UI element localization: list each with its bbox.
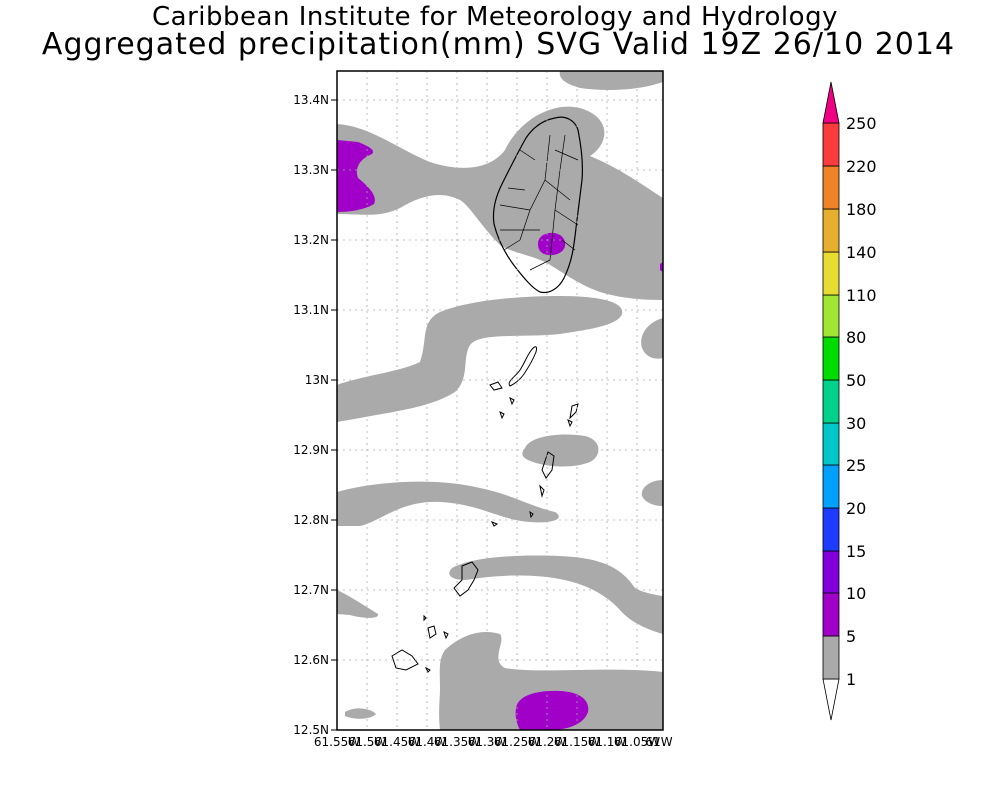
precip-band-upper-right bbox=[560, 188, 652, 215]
colorbar-segment-15-20 bbox=[822, 507, 840, 552]
islands-grenadines bbox=[391, 346, 579, 673]
lat-tick-label: 13.4N bbox=[293, 93, 329, 107]
colorbar-label: 110 bbox=[846, 286, 877, 305]
precip-band-small bbox=[522, 434, 599, 467]
lon-tick-label: 61W bbox=[645, 735, 672, 749]
colorbar-label: 50 bbox=[846, 371, 866, 390]
lon-tick-label: 61.3W bbox=[468, 735, 507, 749]
lat-tick-label: 13N bbox=[305, 373, 329, 387]
colorbar-segment-80-110 bbox=[822, 294, 840, 338]
latitude-axis: 13.4N 13.3N 13.2N 13.1N 13N 12.9N 12.8N … bbox=[293, 93, 337, 737]
lon-tick-label: 61.45W bbox=[374, 735, 420, 749]
lat-tick-label: 12.6N bbox=[293, 653, 329, 667]
chart-title-institute: Caribbean Institute for Meteorology and … bbox=[152, 2, 838, 32]
precipitation-field bbox=[337, 71, 663, 730]
lon-tick-label: 61.4W bbox=[408, 735, 447, 749]
lat-tick-label: 12.5N bbox=[293, 723, 329, 737]
colorbar-label: 80 bbox=[846, 328, 866, 347]
precip-band-tiny bbox=[345, 708, 376, 719]
colorbar-label: 140 bbox=[846, 243, 877, 262]
colorbar-label: 15 bbox=[846, 542, 866, 561]
colorbar-lower-triangle bbox=[822, 678, 840, 721]
colorbar-label: 220 bbox=[846, 157, 877, 176]
island-st-vincent bbox=[492, 116, 583, 294]
map-frame bbox=[336, 70, 664, 731]
colorbar-segment-25-30 bbox=[822, 422, 840, 466]
lat-tick-label: 13.2N bbox=[293, 233, 329, 247]
precip-band-southern-low bbox=[439, 631, 663, 730]
lon-tick-label: 61.5W bbox=[348, 735, 387, 749]
colorbar-label: 1 bbox=[846, 670, 856, 689]
lat-tick-label: 13.1N bbox=[293, 303, 329, 317]
colorbar-segment-1-5 bbox=[822, 635, 840, 680]
precip-band-north-top bbox=[559, 71, 663, 90]
map-panel: 13.4N 13.3N 13.2N 13.1N 13N 12.9N 12.8N … bbox=[293, 70, 673, 749]
lat-tick-label: 12.9N bbox=[293, 443, 329, 457]
colorbar-label: 10 bbox=[846, 584, 866, 603]
colorbar-segment-220-250 bbox=[822, 122, 840, 167]
colorbar-segment-110-140 bbox=[822, 251, 840, 296]
precip-core-west bbox=[337, 140, 375, 212]
colorbar-segment-140-180 bbox=[822, 208, 840, 253]
colorbar-segment-10-15 bbox=[822, 550, 840, 594]
map-gridlines bbox=[337, 71, 663, 730]
lat-tick-label: 12.8N bbox=[293, 513, 329, 527]
precip-band-middle bbox=[337, 296, 623, 422]
colorbar-segment-20-25 bbox=[822, 464, 840, 509]
colorbar-labels: 1 5 10 15 20 25 30 50 80 110 140 180 220… bbox=[846, 114, 877, 689]
lon-tick-label: 61.55W bbox=[314, 735, 360, 749]
lat-tick-label: 13.3N bbox=[293, 163, 329, 177]
precip-band-southwest bbox=[337, 590, 379, 618]
lon-tick-label: 61.25W bbox=[494, 735, 540, 749]
colorbar-upper-triangle bbox=[822, 81, 840, 124]
precip-core-south bbox=[515, 690, 589, 730]
lon-tick-label: 61.1W bbox=[588, 735, 627, 749]
colorbar-label: 180 bbox=[846, 200, 877, 219]
precip-band-south bbox=[449, 555, 663, 634]
lon-tick-label: 61.15W bbox=[554, 735, 600, 749]
lon-tick-label: 61.05W bbox=[614, 735, 660, 749]
colorbar-label: 5 bbox=[846, 627, 856, 646]
colorbar-segment-180-220 bbox=[822, 165, 840, 210]
lon-tick-label: 61.35W bbox=[434, 735, 480, 749]
colorbar bbox=[822, 81, 840, 721]
colorbar-label: 20 bbox=[846, 499, 866, 518]
colorbar-label: 25 bbox=[846, 456, 866, 475]
chart-title-product: Aggregated precipitation(mm) SVG Valid 1… bbox=[41, 27, 956, 62]
colorbar-label: 30 bbox=[846, 414, 866, 433]
lat-tick-label: 12.7N bbox=[293, 583, 329, 597]
precip-band-right-mid bbox=[641, 318, 663, 359]
colorbar-segment-5-10 bbox=[822, 592, 840, 637]
precip-band-lower-right-1 bbox=[641, 480, 663, 506]
precip-band-lower bbox=[337, 481, 559, 526]
longitude-axis: 61.55W 61.5W 61.45W 61.4W 61.35W 61.3W 6… bbox=[314, 735, 673, 749]
colorbar-segment-50-80 bbox=[822, 336, 840, 381]
colorbar-segment-30-50 bbox=[822, 379, 840, 424]
lon-tick-label: 61.2W bbox=[528, 735, 567, 749]
colorbar-label: 250 bbox=[846, 114, 877, 133]
